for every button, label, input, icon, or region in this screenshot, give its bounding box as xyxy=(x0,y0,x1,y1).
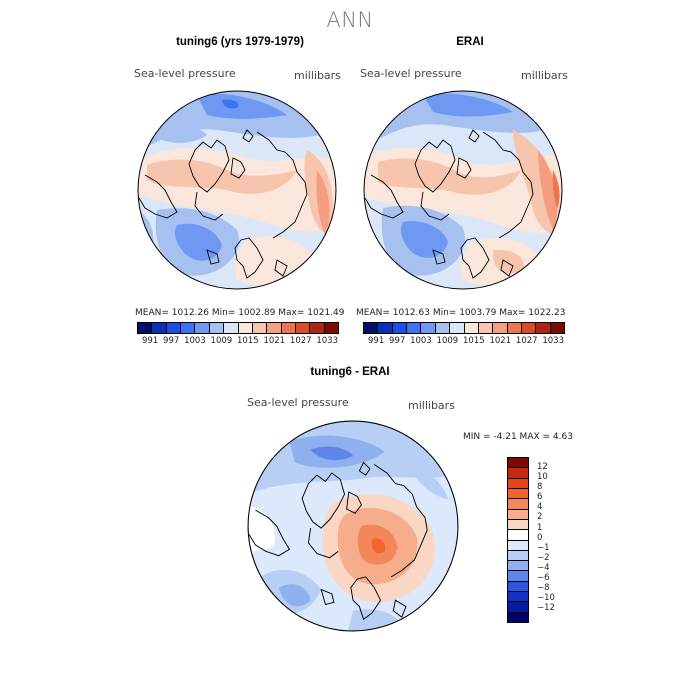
panel1-units-label: millibars xyxy=(294,69,341,82)
colorbar-swatch xyxy=(364,323,379,333)
panel2-colorbar-ticks: 991 997 1003 1009 1015 1021 1027 1033 xyxy=(368,336,564,346)
colorbar-swatch xyxy=(464,323,479,333)
colorbar-tick-label: 997 xyxy=(389,336,406,346)
colorbar-swatch xyxy=(508,519,528,531)
panel2-stats: MEAN= 1012.63 Min= 1003.79 Max= 1022.23 xyxy=(356,308,566,318)
colorbar-tick-label: −10 xyxy=(537,593,555,604)
colorbar-tick-label: 1003 xyxy=(410,336,432,346)
colorbar-tick-label: 1027 xyxy=(515,336,538,346)
colorbar-swatch xyxy=(507,323,522,333)
colorbar-tick-label: 1015 xyxy=(237,336,259,346)
colorbar-swatch xyxy=(324,323,339,333)
colorbar-swatch xyxy=(508,499,528,510)
colorbar-swatch xyxy=(281,323,296,333)
colorbar-tick-label: 4 xyxy=(537,502,543,513)
colorbar-swatch xyxy=(392,323,408,333)
colorbar-swatch xyxy=(450,323,465,333)
diff-stats: MIN = -4.21 MAX = 4.63 xyxy=(463,432,573,442)
colorbar-swatch xyxy=(521,323,537,333)
colorbar-tick-label: 2 xyxy=(537,512,543,523)
page-title: ANN xyxy=(326,8,374,32)
diff-polar-map xyxy=(247,420,459,632)
colorbar-swatch xyxy=(209,323,225,333)
colorbar-tick-label: −2 xyxy=(537,552,550,563)
colorbar-tick-label: −12 xyxy=(537,603,555,614)
colorbar-swatch xyxy=(378,323,393,333)
colorbar-tick-label: 8 xyxy=(537,482,543,493)
colorbar-swatch xyxy=(508,509,528,520)
colorbar-tick-label: 997 xyxy=(163,336,180,346)
colorbar-swatch xyxy=(508,612,528,622)
colorbar-tick-label: 12 xyxy=(537,462,548,472)
colorbar-tick-label: 991 xyxy=(368,336,385,346)
colorbar-tick-label: 1033 xyxy=(316,336,338,346)
diff-units-label: millibars xyxy=(408,399,455,412)
colorbar-swatch xyxy=(508,561,528,572)
colorbar-swatch xyxy=(238,323,253,333)
colorbar-tick-label: −6 xyxy=(537,573,550,584)
diff-colorbar-ticks: 12 10 8 6 4 2 1 0 −1 −2 −4 −6 −8 −10 −12 xyxy=(537,463,555,613)
panel2-variable-label: Sea-level pressure xyxy=(360,67,462,80)
colorbar-tick-label: 991 xyxy=(142,336,159,346)
colorbar-tick-label: −4 xyxy=(537,562,550,573)
colorbar-swatch xyxy=(181,323,196,333)
panel2-title: ERAI xyxy=(456,36,484,48)
colorbar-tick-label: 1009 xyxy=(436,336,459,346)
colorbar-swatch xyxy=(508,468,528,479)
colorbar-swatch xyxy=(508,530,528,541)
panel1-colorbar-ticks: 991 997 1003 1009 1015 1021 1027 1033 xyxy=(142,336,338,346)
colorbar-tick-label: 0 xyxy=(537,532,543,543)
colorbar-swatch xyxy=(536,323,551,333)
colorbar-swatch xyxy=(407,323,422,333)
colorbar-swatch xyxy=(195,323,210,333)
colorbar-tick-label: 1 xyxy=(537,522,543,533)
colorbar-tick-label: −1 xyxy=(537,542,550,553)
diff-variable-label: Sea-level pressure xyxy=(247,396,349,409)
colorbar-swatch xyxy=(508,550,528,562)
panel2-units-label: millibars xyxy=(521,69,568,82)
colorbar-swatch xyxy=(421,323,436,333)
panel1-title: tuning6 (yrs 1979-1979) xyxy=(176,36,304,48)
colorbar-tick-label: 6 xyxy=(537,492,543,503)
colorbar-tick-label: 1009 xyxy=(210,336,233,346)
colorbar-swatch xyxy=(267,323,282,333)
colorbar-swatch xyxy=(493,323,508,333)
colorbar-swatch xyxy=(508,458,528,469)
colorbar-swatch xyxy=(508,488,528,500)
colorbar-swatch xyxy=(252,323,268,333)
colorbar-tick-label: 10 xyxy=(537,472,548,483)
colorbar-swatch xyxy=(508,602,528,613)
panel1-polar-map xyxy=(137,90,337,290)
colorbar-swatch xyxy=(508,571,528,582)
colorbar-tick-label: 1015 xyxy=(463,336,485,346)
colorbar-swatch xyxy=(310,323,325,333)
colorbar-swatch xyxy=(508,581,528,593)
panel1-colorbar xyxy=(137,322,339,334)
panel2-colorbar xyxy=(363,322,565,334)
colorbar-swatch xyxy=(508,592,528,603)
colorbar-tick-label: 1021 xyxy=(489,336,512,346)
colorbar-swatch xyxy=(166,323,182,333)
colorbar-tick-label: 1027 xyxy=(289,336,312,346)
panel1-variable-label: Sea-level pressure xyxy=(134,67,236,80)
colorbar-tick-label: −8 xyxy=(537,583,550,594)
colorbar-swatch xyxy=(508,478,528,489)
colorbar-tick-label: 1021 xyxy=(263,336,286,346)
panel2-polar-map xyxy=(363,90,563,290)
colorbar-swatch xyxy=(138,323,153,333)
colorbar-swatch xyxy=(478,323,494,333)
colorbar-swatch xyxy=(152,323,167,333)
diff-panel-title: tuning6 - ERAI xyxy=(310,366,390,378)
colorbar-swatch xyxy=(224,323,239,333)
colorbar-swatch xyxy=(435,323,451,333)
colorbar-swatch xyxy=(295,323,311,333)
colorbar-swatch xyxy=(508,540,528,551)
colorbar-tick-label: 1033 xyxy=(542,336,564,346)
colorbar-swatch xyxy=(550,323,565,333)
diff-colorbar xyxy=(507,457,529,623)
colorbar-tick-label: 1003 xyxy=(184,336,206,346)
panel1-stats: MEAN= 1012.26 Min= 1002.89 Max= 1021.49 xyxy=(135,308,345,318)
